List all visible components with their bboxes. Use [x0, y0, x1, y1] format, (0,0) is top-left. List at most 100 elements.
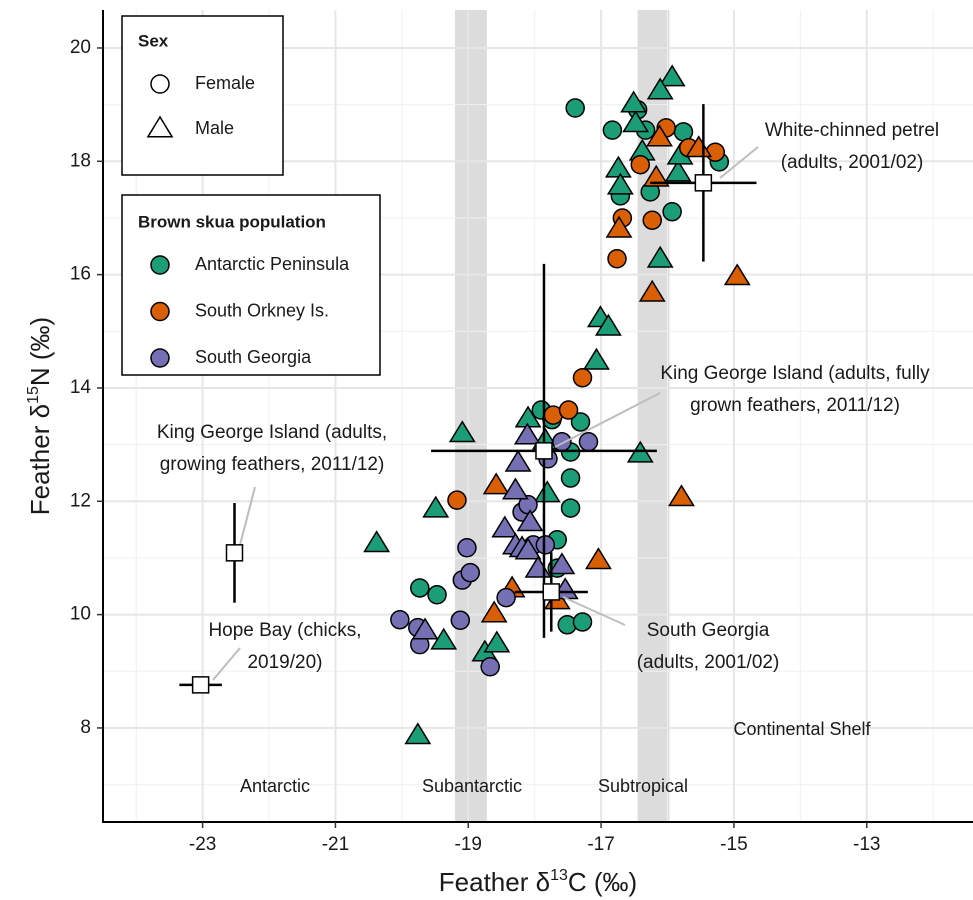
reference-label: (adults, 2001/02): [781, 152, 924, 173]
male-point: [363, 530, 391, 553]
y-tick-label: 12: [70, 490, 91, 511]
y-tick-label: 8: [80, 717, 91, 738]
male-point: [524, 555, 552, 578]
male-point: [638, 279, 666, 302]
female-point: [560, 468, 581, 488]
female-point: [570, 412, 591, 432]
xlabel-part: Feather δ: [439, 867, 550, 897]
female-point: [410, 578, 430, 598]
male-point: [605, 215, 633, 238]
female-point: [642, 210, 662, 230]
male-point: [620, 90, 648, 113]
male-point: [583, 347, 610, 370]
reference-point: [535, 442, 553, 460]
y-tick-label: 18: [70, 150, 91, 171]
female-point: [496, 587, 516, 608]
male-point: [483, 630, 511, 653]
female-point: [565, 98, 585, 118]
male-point: [606, 172, 634, 195]
ylabel-part: 15: [25, 386, 42, 404]
female-point: [560, 498, 581, 518]
xlabel-part: C (‰): [568, 867, 637, 897]
legend-marker: [150, 255, 170, 275]
male-point: [646, 124, 673, 147]
male-point: [664, 159, 692, 182]
reference-label: Hope Bay (chicks,: [208, 620, 361, 641]
male-point: [658, 64, 686, 87]
x-tick-label: -17: [587, 834, 614, 855]
ylabel-part: Feather δ: [25, 404, 55, 515]
reference-label: King George Island (adults, fully: [660, 363, 930, 384]
female-point: [447, 490, 467, 510]
female-point: [390, 609, 410, 630]
habitat-band: [454, 10, 487, 822]
x-tick-label: -13: [853, 834, 880, 855]
male-point: [594, 313, 622, 336]
legend-label: Female: [195, 73, 255, 93]
reference-label: South Georgia: [647, 620, 770, 641]
male-point: [422, 495, 450, 518]
male-point: [513, 422, 541, 445]
female-point: [572, 368, 593, 388]
legend-marker: [146, 115, 174, 138]
ylabel-part: N (‰): [25, 317, 55, 386]
connector: [719, 146, 759, 179]
reference-point: [542, 583, 561, 601]
legend-label: Antarctic Peninsula: [195, 254, 350, 274]
female-point: [552, 432, 572, 452]
female-point: [480, 656, 500, 677]
connector: [562, 596, 626, 626]
legend-title: Sex: [138, 31, 169, 50]
reference-point: [225, 544, 244, 562]
reference-label: 2019/20): [247, 652, 322, 673]
female-point: [558, 400, 579, 420]
female-point: [572, 612, 593, 632]
male-point: [723, 263, 751, 286]
male-point: [533, 480, 561, 503]
legend-title: Brown skua population: [138, 212, 326, 231]
legend-label: South Orkney Is.: [195, 300, 329, 320]
legend-marker: [150, 301, 170, 322]
x-tick-label: -19: [455, 834, 482, 855]
female-point: [535, 535, 556, 555]
region-label: Subantarctic: [422, 776, 522, 796]
male-point: [482, 472, 510, 495]
male-point: [584, 547, 612, 570]
legend-marker: [150, 348, 170, 368]
reference-label: (adults, 2001/02): [637, 652, 780, 673]
male-point: [604, 155, 632, 178]
y-tick-label: 16: [70, 264, 91, 285]
female-point: [427, 585, 447, 605]
xlabel-part: 13: [550, 867, 568, 884]
female-point: [457, 537, 477, 558]
male-point: [448, 420, 476, 443]
connector: [212, 647, 241, 681]
region-label: Antarctic: [240, 776, 310, 796]
y-tick-label: 14: [70, 377, 92, 398]
female-point: [578, 432, 599, 452]
male-point: [516, 509, 544, 532]
male-point: [411, 617, 439, 640]
region-label: Subtropical: [598, 776, 688, 796]
female-point: [607, 249, 627, 269]
male-point: [504, 449, 532, 472]
connector: [554, 392, 661, 448]
male-point: [501, 477, 529, 500]
reference-label: growing feathers, 2011/12): [160, 454, 385, 475]
male-point: [646, 245, 674, 268]
xlabel-title: Feather δ13C (‰): [439, 867, 637, 897]
x-tick-label: -15: [720, 834, 747, 855]
female-point: [460, 562, 481, 583]
legend-marker: [150, 74, 170, 94]
male-point: [668, 484, 695, 507]
y-tick-label: 10: [70, 604, 91, 625]
ylabel-title: Feather δ15N (‰): [25, 317, 55, 515]
male-point: [642, 164, 670, 187]
legend-box: [121, 194, 381, 376]
female-point: [450, 610, 471, 631]
female-point: [630, 154, 651, 175]
female-point: [662, 201, 682, 222]
male-point: [480, 600, 508, 623]
male-point: [622, 110, 650, 133]
reference-label: grown feathers, 2011/12): [690, 395, 900, 416]
